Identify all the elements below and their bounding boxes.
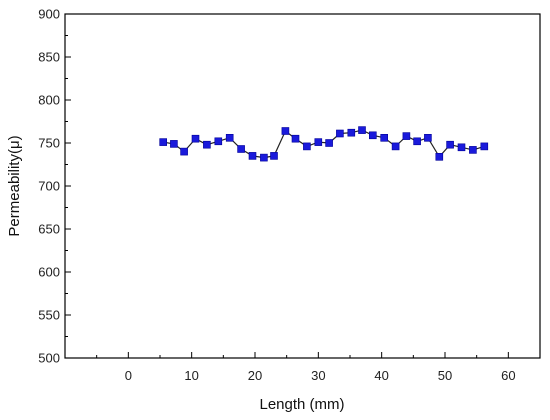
data-point <box>237 145 245 153</box>
y-tick-label: 550 <box>38 308 60 323</box>
data-point <box>413 137 421 146</box>
y-tick-label: 650 <box>38 222 60 237</box>
data-point <box>435 153 444 161</box>
y-tick-label: 750 <box>38 136 60 151</box>
data-point <box>303 142 311 151</box>
y-axis-ticks: 500 550 600 650 700 750 800 850 900 <box>38 7 71 366</box>
data-point <box>191 134 200 143</box>
x-tick-label: 40 <box>374 368 388 383</box>
x-tick-label: 10 <box>184 368 198 383</box>
data-point <box>214 137 223 146</box>
data-point <box>248 152 257 160</box>
data-series <box>159 126 489 162</box>
y-tick-label: 800 <box>38 93 60 108</box>
data-point <box>203 140 211 149</box>
data-point <box>347 128 356 137</box>
data-point <box>380 134 389 142</box>
x-tick-label: 50 <box>438 368 452 383</box>
data-point <box>457 143 466 152</box>
data-point <box>424 134 432 142</box>
data-point <box>446 140 454 149</box>
y-tick-label: 850 <box>38 50 60 65</box>
data-point <box>391 142 400 151</box>
data-point <box>402 132 411 140</box>
data-point <box>469 146 477 154</box>
plot-frame <box>64 13 541 359</box>
x-axis-ticks: 0 10 20 30 40 50 60 <box>64 352 541 383</box>
data-point <box>368 131 377 140</box>
data-point <box>170 140 178 148</box>
data-point <box>225 134 234 142</box>
y-tick-label: 500 <box>38 351 60 366</box>
y-tick-label: 900 <box>38 7 60 22</box>
x-tick-label: 0 <box>125 368 132 383</box>
data-point <box>336 129 344 138</box>
y-axis-title: Permeability(μ) <box>6 135 23 236</box>
x-tick-label: 60 <box>501 368 515 383</box>
x-tick-label: 20 <box>248 368 262 383</box>
data-point <box>291 134 300 143</box>
data-point <box>314 138 323 146</box>
data-point <box>358 126 366 134</box>
data-point <box>180 147 188 156</box>
x-axis-title: Length (mm) <box>259 396 344 413</box>
data-point <box>325 139 333 147</box>
y-tick-label: 600 <box>38 265 60 280</box>
data-point <box>281 127 290 135</box>
data-point <box>159 138 167 146</box>
data-point <box>260 153 268 162</box>
data-point <box>270 152 278 160</box>
y-tick-label: 700 <box>38 179 60 194</box>
data-point <box>480 142 489 151</box>
x-tick-label: 30 <box>311 368 325 383</box>
